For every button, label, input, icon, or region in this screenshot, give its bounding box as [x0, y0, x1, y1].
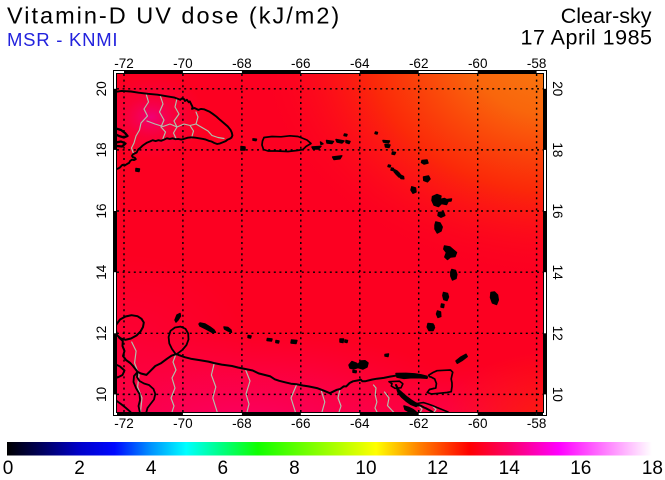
svg-text:-62: -62 — [409, 56, 429, 71]
svg-text:12: 12 — [94, 326, 109, 341]
svg-text:-70: -70 — [173, 56, 193, 71]
svg-text:14: 14 — [94, 264, 109, 280]
svg-text:10: 10 — [550, 387, 565, 402]
svg-text:18: 18 — [94, 142, 109, 157]
svg-text:0: 0 — [3, 458, 14, 479]
svg-text:8: 8 — [289, 458, 300, 479]
svg-text:-64: -64 — [350, 56, 370, 71]
svg-text:20: 20 — [94, 81, 109, 96]
svg-text:-58: -58 — [527, 416, 547, 431]
svg-text:10: 10 — [355, 458, 376, 479]
svg-text:16: 16 — [570, 458, 591, 479]
svg-text:-60: -60 — [468, 56, 488, 71]
svg-text:6: 6 — [218, 458, 229, 479]
svg-text:-58: -58 — [527, 56, 547, 71]
svg-text:-66: -66 — [291, 56, 311, 71]
svg-text:18: 18 — [550, 142, 565, 157]
svg-text:-72: -72 — [114, 416, 134, 431]
svg-text:-68: -68 — [232, 416, 252, 431]
svg-text:-62: -62 — [409, 416, 429, 431]
svg-text:-68: -68 — [232, 56, 252, 71]
svg-text:-66: -66 — [291, 416, 311, 431]
svg-text:Vitamin-D UV dose (kJ/m2): Vitamin-D UV dose (kJ/m2) — [7, 3, 341, 29]
svg-text:-64: -64 — [350, 416, 370, 431]
svg-text:10: 10 — [94, 387, 109, 402]
svg-text:20: 20 — [550, 81, 565, 96]
svg-text:MSR - KNMI: MSR - KNMI — [7, 29, 118, 50]
svg-text:2: 2 — [74, 458, 85, 479]
svg-text:14: 14 — [550, 265, 565, 281]
svg-text:17 April 1985: 17 April 1985 — [520, 26, 652, 50]
svg-text:4: 4 — [146, 458, 157, 479]
svg-text:-70: -70 — [173, 416, 193, 431]
svg-text:Clear-sky: Clear-sky — [561, 4, 652, 28]
svg-text:16: 16 — [550, 203, 565, 218]
svg-text:12: 12 — [550, 326, 565, 341]
svg-text:14: 14 — [499, 458, 521, 479]
svg-text:18: 18 — [642, 458, 663, 479]
svg-text:-60: -60 — [468, 416, 488, 431]
svg-text:16: 16 — [94, 203, 109, 218]
svg-text:-72: -72 — [114, 56, 134, 71]
svg-text:12: 12 — [427, 458, 448, 479]
